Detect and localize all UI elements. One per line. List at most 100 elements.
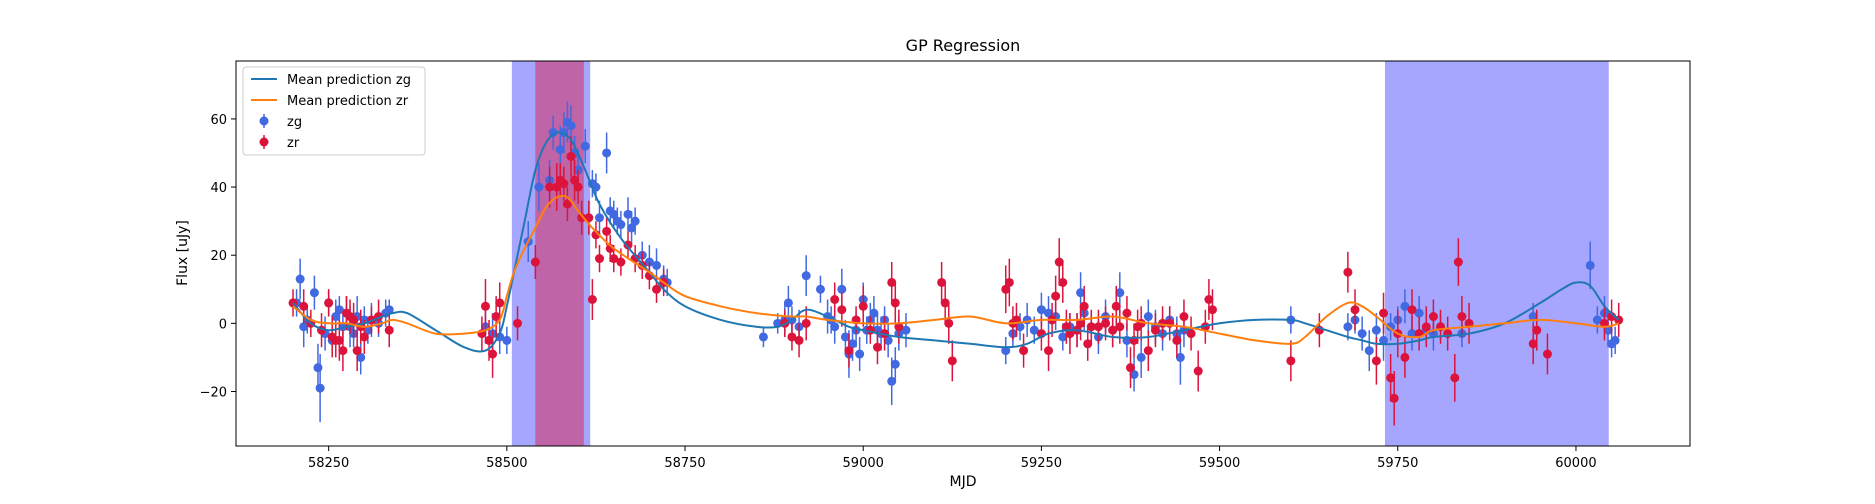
zg-marker — [331, 312, 341, 322]
zg-marker — [609, 209, 619, 219]
zr-marker — [577, 213, 587, 223]
x-tick-label: 59500 — [1199, 456, 1240, 471]
zg-marker — [315, 383, 325, 393]
zr-point-111 — [1371, 336, 1381, 385]
zr-point-24 — [513, 306, 523, 341]
zr-marker — [787, 332, 797, 342]
zr-marker — [1086, 322, 1096, 332]
x-tick-label: 58500 — [486, 456, 527, 471]
zg-marker — [652, 260, 662, 270]
zg-marker — [830, 322, 840, 332]
zr-marker — [495, 298, 505, 308]
zg-marker — [1528, 312, 1538, 322]
shaded-span-2 — [535, 61, 584, 446]
legend-box — [242, 66, 426, 156]
zg-point-61 — [801, 255, 811, 297]
zg-point-103 — [1129, 357, 1139, 392]
zr-marker — [623, 240, 633, 250]
zr-point-7 — [334, 319, 344, 361]
zr-marker — [480, 301, 490, 311]
zg-point-116 — [1364, 330, 1374, 372]
zg-marker — [783, 298, 793, 308]
zg-marker — [502, 335, 512, 345]
zr-point-107 — [1286, 340, 1296, 382]
x-axis-label: MJD — [950, 474, 977, 490]
zr-point-120 — [1428, 299, 1438, 334]
zg-point-113 — [1343, 313, 1353, 341]
zg-point-115 — [1357, 316, 1367, 351]
zr-point-14 — [359, 319, 369, 355]
zr-point-73 — [1036, 316, 1046, 351]
y-tick-label: 60 — [210, 113, 227, 128]
zr-marker — [1111, 301, 1121, 311]
zg-marker — [801, 271, 811, 281]
axis-ticks: 58250 58500 58750 59000 59250 59500 59750 60000… — [200, 113, 1597, 471]
zr-point-79 — [1061, 309, 1071, 344]
zr-point-51 — [794, 323, 804, 358]
zr-marker — [794, 335, 804, 345]
zr-point-74 — [1044, 330, 1054, 372]
mean-prediction-zg-line — [292, 131, 1620, 353]
zr-point-17 — [384, 313, 394, 348]
zr-point-12 — [352, 330, 362, 372]
zr-marker — [1607, 312, 1617, 322]
zr-marker — [299, 301, 309, 311]
y-tick-label: −20 — [200, 385, 227, 400]
zg-point-104 — [1136, 336, 1146, 378]
zr-marker — [570, 175, 580, 185]
zr-point-65 — [940, 282, 950, 324]
zr-point-57 — [858, 285, 868, 327]
zr-marker — [940, 298, 950, 308]
zg-marker — [1610, 335, 1620, 345]
zr-point-38 — [595, 244, 604, 273]
zg-point-11 — [334, 296, 344, 324]
zg-marker — [1029, 325, 1039, 335]
zr-point-61 — [887, 262, 897, 303]
zr-point-103 — [1193, 350, 1203, 392]
zg-marker — [1001, 346, 1011, 356]
y-tick-label: 40 — [210, 181, 227, 196]
zr-point-1 — [299, 289, 309, 324]
zg-marker — [890, 359, 900, 369]
zg-point-42 — [602, 132, 612, 174]
zr-marker — [1386, 373, 1396, 383]
zg-point-90 — [1044, 296, 1054, 331]
zr-marker — [349, 315, 359, 325]
zr-point-37 — [591, 221, 601, 249]
zg-point-17 — [356, 340, 366, 375]
y-axis-label: Flux [uJy] — [175, 220, 191, 286]
zr-point-91 — [1122, 296, 1132, 331]
zr-marker — [1054, 257, 1064, 267]
zg-marker — [555, 145, 565, 155]
zr-marker — [562, 199, 572, 209]
zr-marker — [1450, 373, 1460, 383]
zr-marker — [1428, 312, 1438, 322]
zg-marker — [384, 305, 394, 315]
zr-point-128 — [1532, 309, 1542, 351]
zg-marker — [363, 325, 373, 335]
x-tick-label: 58750 — [664, 456, 705, 471]
zr-marker — [1079, 301, 1089, 311]
zr-point-23 — [495, 282, 505, 324]
zr-point-110 — [1350, 289, 1360, 331]
zr-marker — [616, 257, 626, 267]
zr-marker — [566, 151, 576, 161]
zg-point-41 — [595, 200, 604, 235]
zr-marker — [602, 226, 612, 236]
zr-marker — [1122, 308, 1132, 318]
zr-point-4 — [324, 289, 334, 317]
zg-point-46 — [616, 210, 626, 239]
zr-marker — [1019, 346, 1029, 356]
zr-marker — [887, 277, 897, 287]
zg-marker — [1143, 312, 1153, 322]
zr-point-53 — [830, 282, 840, 317]
zr-point-27 — [552, 163, 562, 211]
zg-marker — [1357, 329, 1367, 339]
zr-marker — [591, 230, 601, 240]
x-tick-label: 59000 — [843, 456, 884, 471]
zg-marker — [1386, 322, 1396, 332]
zg-marker — [1371, 325, 1381, 335]
zr-marker — [559, 179, 569, 189]
